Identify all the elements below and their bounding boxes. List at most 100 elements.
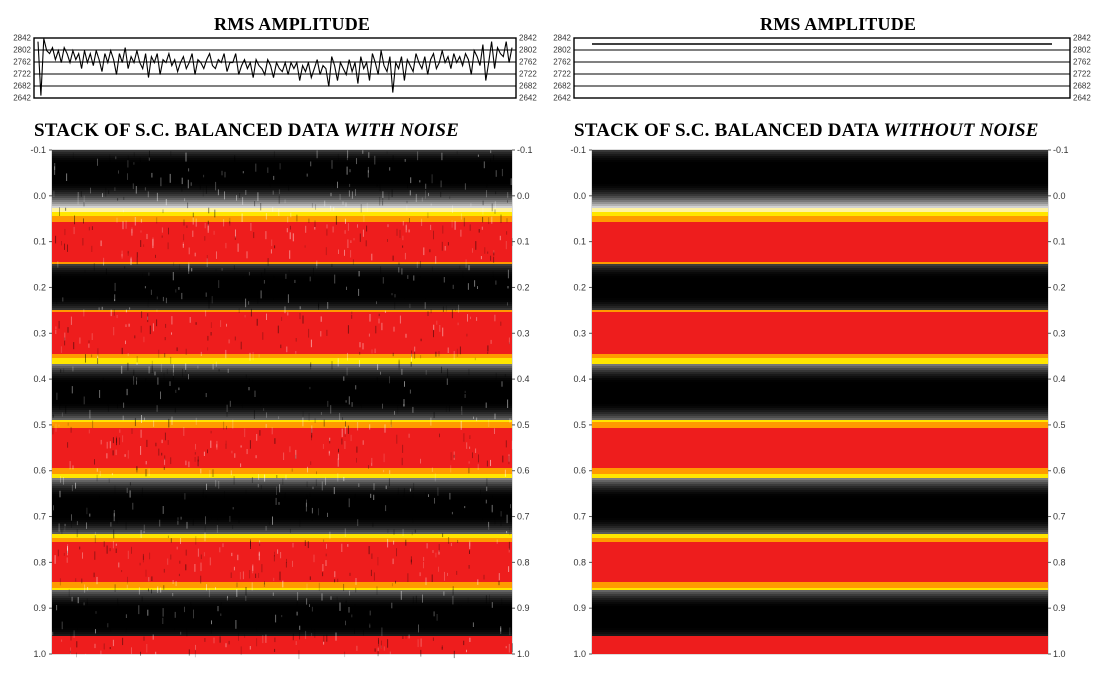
stack-band-row [592, 652, 1048, 654]
stack-band-row [592, 390, 1048, 392]
noise-speck [139, 160, 141, 165]
noise-speck [147, 609, 149, 616]
noise-speck [207, 224, 209, 231]
noise-speck [330, 392, 332, 395]
noise-speck [227, 393, 228, 403]
noise-speck [160, 587, 162, 593]
noise-speck [263, 280, 265, 284]
stack-band-row [592, 298, 1048, 300]
stack-band-row [592, 568, 1048, 570]
noise-speck [311, 632, 313, 637]
noise-speck [125, 624, 127, 633]
stack-band-row [52, 534, 512, 536]
noise-speck [240, 445, 242, 448]
noise-speck [313, 554, 315, 563]
noise-speck [164, 432, 166, 441]
stack-band-row [52, 256, 512, 258]
noise-speck [460, 229, 462, 237]
noise-speck [311, 425, 313, 433]
stack-band-row [592, 536, 1048, 538]
noise-speck [453, 454, 455, 458]
noise-speck [230, 572, 232, 578]
noise-speck [60, 275, 61, 282]
stack-band-row [592, 424, 1048, 426]
noise-speck [114, 299, 116, 302]
stack-band-row [52, 348, 512, 350]
noise-speck [228, 339, 230, 344]
noise-speck [346, 286, 347, 290]
noise-speck [458, 604, 460, 612]
stack-band-row [592, 430, 1048, 432]
stack-band-row [592, 614, 1048, 616]
noise-speck [65, 290, 67, 299]
noise-speck [310, 364, 312, 370]
noise-speck [232, 507, 234, 510]
noise-speck [420, 338, 422, 342]
noise-speck [217, 502, 219, 506]
noise-speck [371, 457, 373, 466]
noise-speck [397, 487, 399, 495]
noise-speck [135, 186, 137, 194]
noise-speck [366, 202, 368, 212]
noise-speck [149, 150, 150, 158]
noise-speck [264, 474, 266, 482]
noise-speck [507, 399, 509, 408]
noise-speck [466, 442, 468, 449]
stack-band-row [52, 410, 512, 412]
stack-band-row [592, 588, 1048, 590]
noise-speck [344, 441, 346, 449]
noise-speck [468, 565, 470, 569]
noise-speck [100, 439, 102, 445]
noise-speck [287, 312, 289, 316]
noise-speck [124, 266, 126, 269]
noise-speck [127, 252, 129, 256]
stack-tick-label-right: 0.2 [517, 282, 530, 292]
noise-speck [242, 276, 244, 281]
noise-speck [367, 170, 369, 178]
stack-band-row [592, 258, 1048, 260]
noise-speck [394, 294, 396, 298]
noise-speck [180, 510, 182, 517]
stack-band-row [52, 434, 512, 436]
stack-band-row [592, 596, 1048, 598]
noise-speck [98, 296, 100, 301]
noise-speck [226, 597, 228, 601]
stack-title-left: STACK OF S.C. BALANCED DATA WITH NOISE [34, 120, 459, 142]
noise-speck [135, 284, 137, 292]
noise-speck [100, 650, 102, 660]
noise-speck [380, 371, 381, 375]
noise-speck [359, 233, 361, 242]
noise-speck [486, 486, 488, 492]
stack-band-row [592, 514, 1048, 516]
noise-speck [127, 362, 129, 371]
stack-band-row [592, 512, 1048, 514]
noise-speck [206, 383, 207, 390]
noise-speck [334, 579, 336, 583]
noise-speck [85, 653, 87, 662]
noise-speck [468, 461, 470, 464]
noise-speck [272, 294, 274, 300]
noise-speck [433, 324, 435, 331]
noise-speck [147, 390, 149, 396]
stack-band-row [592, 446, 1048, 448]
noise-speck [105, 187, 107, 197]
noise-speck [431, 574, 433, 582]
noise-speck [241, 404, 243, 409]
noise-speck [57, 261, 59, 268]
noise-speck [423, 556, 425, 561]
noise-speck [86, 522, 87, 529]
noise-speck [154, 371, 156, 376]
noise-speck [449, 405, 450, 412]
noise-speck [305, 225, 307, 233]
noise-speck [272, 516, 273, 525]
noise-speck [311, 507, 313, 514]
noise-speck [476, 317, 478, 321]
noise-speck [348, 621, 349, 628]
noise-speck [279, 163, 281, 170]
stack-band-row [52, 244, 512, 246]
stack-tick-label-right: 0.8 [1053, 557, 1066, 567]
noise-speck [162, 617, 164, 624]
noise-speck [176, 546, 178, 550]
noise-speck [346, 367, 348, 376]
noise-speck [107, 623, 109, 628]
